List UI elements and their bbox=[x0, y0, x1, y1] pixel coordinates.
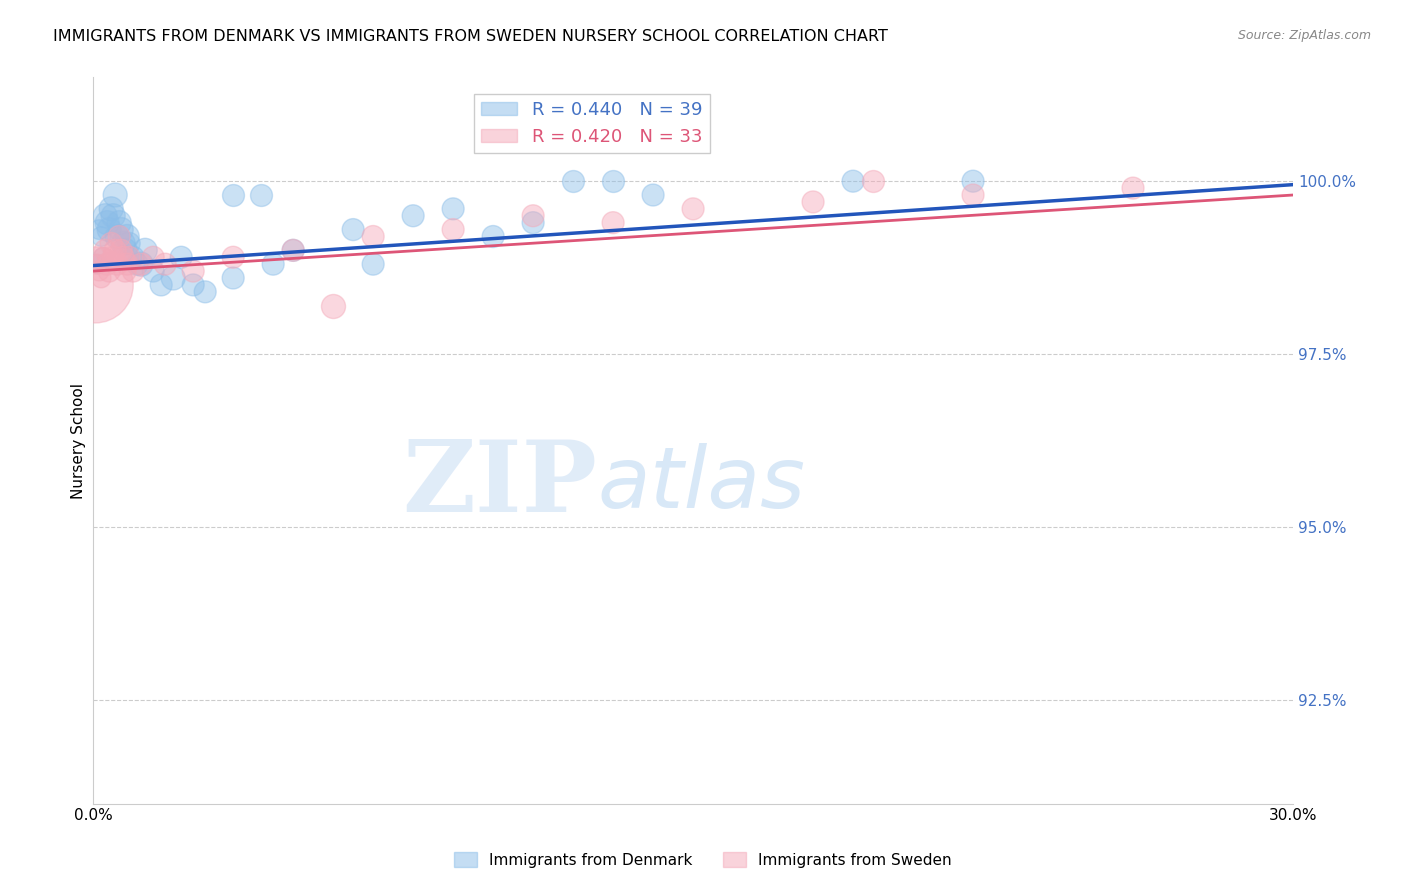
Point bbox=[114, 244, 136, 258]
Point bbox=[441, 202, 464, 216]
Point bbox=[134, 244, 156, 258]
Point bbox=[262, 257, 284, 271]
Point bbox=[91, 250, 114, 264]
Point bbox=[170, 250, 193, 264]
Point bbox=[962, 188, 984, 202]
Point bbox=[105, 229, 128, 244]
Point bbox=[118, 250, 141, 264]
Point bbox=[283, 244, 305, 258]
Y-axis label: Nursery School: Nursery School bbox=[72, 383, 86, 499]
Point bbox=[115, 257, 138, 271]
Point bbox=[104, 188, 127, 202]
Point bbox=[142, 250, 165, 264]
Point bbox=[222, 188, 245, 202]
Point bbox=[482, 229, 505, 244]
Point bbox=[96, 257, 118, 271]
Point bbox=[361, 229, 384, 244]
Text: ZIP: ZIP bbox=[402, 435, 598, 533]
Point bbox=[441, 222, 464, 236]
Point bbox=[222, 250, 245, 264]
Point bbox=[98, 222, 121, 236]
Point bbox=[962, 174, 984, 188]
Point bbox=[142, 264, 165, 278]
Point bbox=[112, 250, 135, 264]
Point bbox=[1122, 181, 1144, 195]
Point bbox=[115, 229, 138, 244]
Point bbox=[94, 209, 117, 223]
Point bbox=[643, 188, 665, 202]
Point bbox=[127, 257, 149, 271]
Point bbox=[129, 257, 152, 271]
Point bbox=[522, 216, 544, 230]
Point bbox=[361, 257, 384, 271]
Point bbox=[91, 250, 114, 264]
Point bbox=[322, 299, 344, 313]
Text: Source: ZipAtlas.com: Source: ZipAtlas.com bbox=[1237, 29, 1371, 42]
Point bbox=[101, 250, 124, 264]
Point bbox=[283, 244, 305, 258]
Point bbox=[562, 174, 585, 188]
Point bbox=[118, 236, 141, 251]
Point bbox=[153, 257, 176, 271]
Point bbox=[96, 216, 118, 230]
Point bbox=[100, 202, 122, 216]
Point bbox=[89, 222, 111, 236]
Point bbox=[105, 257, 128, 271]
Point bbox=[98, 264, 121, 278]
Point bbox=[86, 257, 108, 271]
Point bbox=[181, 264, 204, 278]
Point bbox=[402, 209, 425, 223]
Point bbox=[342, 222, 364, 236]
Point bbox=[250, 188, 273, 202]
Point bbox=[181, 277, 204, 292]
Point bbox=[122, 264, 145, 278]
Legend: Immigrants from Denmark, Immigrants from Sweden: Immigrants from Denmark, Immigrants from… bbox=[449, 846, 957, 873]
Legend: R = 0.440   N = 39, R = 0.420   N = 33: R = 0.440 N = 39, R = 0.420 N = 33 bbox=[474, 94, 710, 153]
Text: atlas: atlas bbox=[598, 442, 806, 525]
Point bbox=[129, 257, 152, 271]
Point bbox=[90, 271, 112, 285]
Point bbox=[222, 271, 245, 285]
Point bbox=[101, 209, 124, 223]
Point bbox=[110, 244, 132, 258]
Point bbox=[842, 174, 865, 188]
Point bbox=[90, 229, 112, 244]
Text: IMMIGRANTS FROM DENMARK VS IMMIGRANTS FROM SWEDEN NURSERY SCHOOL CORRELATION CHA: IMMIGRANTS FROM DENMARK VS IMMIGRANTS FR… bbox=[53, 29, 889, 44]
Point bbox=[862, 174, 884, 188]
Point bbox=[194, 285, 217, 299]
Point bbox=[108, 229, 131, 244]
Point bbox=[94, 244, 117, 258]
Point bbox=[84, 277, 107, 292]
Point bbox=[602, 174, 624, 188]
Point bbox=[86, 257, 108, 271]
Point bbox=[522, 209, 544, 223]
Point bbox=[110, 222, 132, 236]
Point bbox=[150, 277, 173, 292]
Point bbox=[162, 271, 184, 285]
Point bbox=[100, 236, 122, 251]
Point bbox=[104, 244, 127, 258]
Point bbox=[602, 216, 624, 230]
Point bbox=[89, 264, 111, 278]
Point bbox=[122, 250, 145, 264]
Point bbox=[682, 202, 704, 216]
Point bbox=[108, 216, 131, 230]
Point bbox=[801, 194, 824, 209]
Point bbox=[112, 236, 135, 251]
Point bbox=[114, 264, 136, 278]
